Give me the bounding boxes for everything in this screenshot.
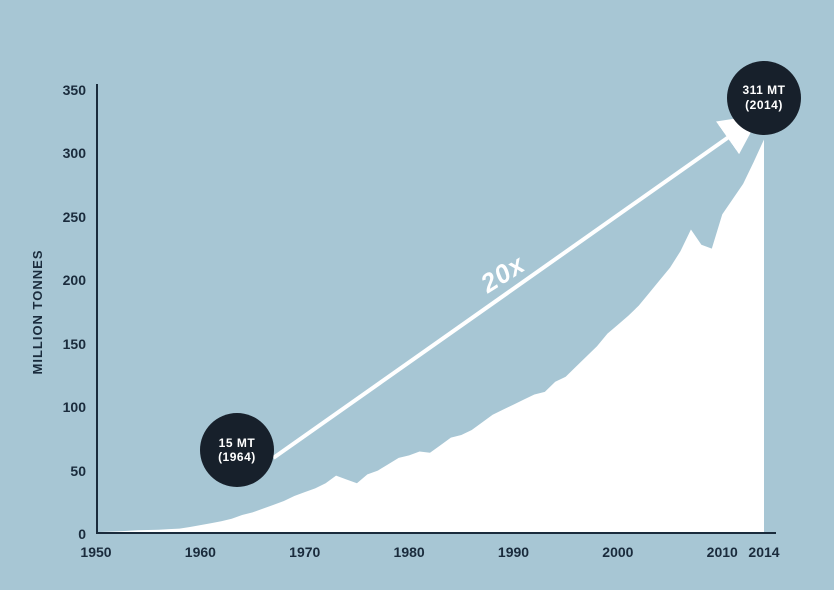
x-tick-label: 2014 xyxy=(748,544,779,560)
x-tick-label: 1960 xyxy=(185,544,216,560)
x-tick-label: 1980 xyxy=(394,544,425,560)
y-tick-label: 300 xyxy=(46,145,86,161)
y-axis-line xyxy=(96,84,98,534)
x-tick-label: 1970 xyxy=(289,544,320,560)
area-svg xyxy=(96,90,764,534)
y-tick-label: 200 xyxy=(46,272,86,288)
y-tick-label: 250 xyxy=(46,209,86,225)
y-tick-label: 150 xyxy=(46,336,86,352)
x-tick-label: 1950 xyxy=(80,544,111,560)
y-tick-label: 100 xyxy=(46,399,86,415)
y-tick-label: 350 xyxy=(46,82,86,98)
x-tick-label: 2000 xyxy=(602,544,633,560)
y-tick-label: 50 xyxy=(46,463,86,479)
plot-area xyxy=(96,90,764,534)
x-axis-line xyxy=(96,532,776,534)
y-axis-title: MILLION TONNES xyxy=(30,250,45,375)
callout-year: (1964) xyxy=(218,450,256,464)
y-tick-label: 0 xyxy=(46,526,86,542)
x-tick-label: 1990 xyxy=(498,544,529,560)
area-series xyxy=(96,139,764,534)
callout-value: 15 MT xyxy=(219,436,256,450)
callout-value: 311 MT xyxy=(742,83,785,97)
callout-end: 311 MT(2014) xyxy=(727,61,801,135)
callout-year: (2014) xyxy=(745,98,783,112)
x-tick-label: 2010 xyxy=(707,544,738,560)
callout-start: 15 MT(1964) xyxy=(200,413,274,487)
